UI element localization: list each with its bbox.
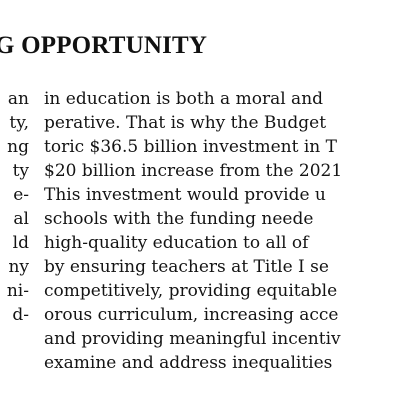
- right-line: toric $36.5 billion investment in T: [44, 137, 337, 157]
- right-line: orous curriculum, increasing acce: [44, 305, 339, 325]
- left-line: ld: [12, 233, 29, 253]
- left-text-column: an ty, ng ty e- al ld ny ni- d-: [7, 87, 29, 327]
- right-line: perative. That is why the Budget: [44, 113, 327, 133]
- right-line: $20 billion increase from the 2021: [44, 161, 343, 181]
- right-line: competitively, providing equitable: [44, 281, 338, 301]
- right-line: examine and address inequalities: [44, 353, 333, 373]
- right-line: This investment would provide u: [44, 185, 326, 205]
- left-line: ny: [8, 257, 29, 277]
- right-line: schools with the funding neede: [44, 209, 314, 229]
- left-line: d-: [12, 305, 29, 325]
- right-line: and providing meaningful incentiv: [44, 329, 341, 349]
- left-line: ty: [12, 161, 29, 181]
- right-line: by ensuring teachers at Title I se: [44, 257, 329, 277]
- right-line: high-quality education to all of: [44, 233, 309, 253]
- left-line: ng: [7, 137, 29, 157]
- left-line: ni-: [6, 281, 29, 301]
- left-line: ty,: [9, 113, 29, 133]
- right-line: in education is both a moral and: [44, 89, 324, 109]
- left-line: an: [7, 89, 29, 109]
- left-line: e-: [13, 185, 29, 205]
- left-line: al: [13, 209, 29, 229]
- right-text-column: in education is both a moral and perativ…: [44, 87, 342, 375]
- section-heading: G OPPORTUNITY: [0, 29, 207, 63]
- section-heading-text: G OPPORTUNITY: [0, 32, 208, 59]
